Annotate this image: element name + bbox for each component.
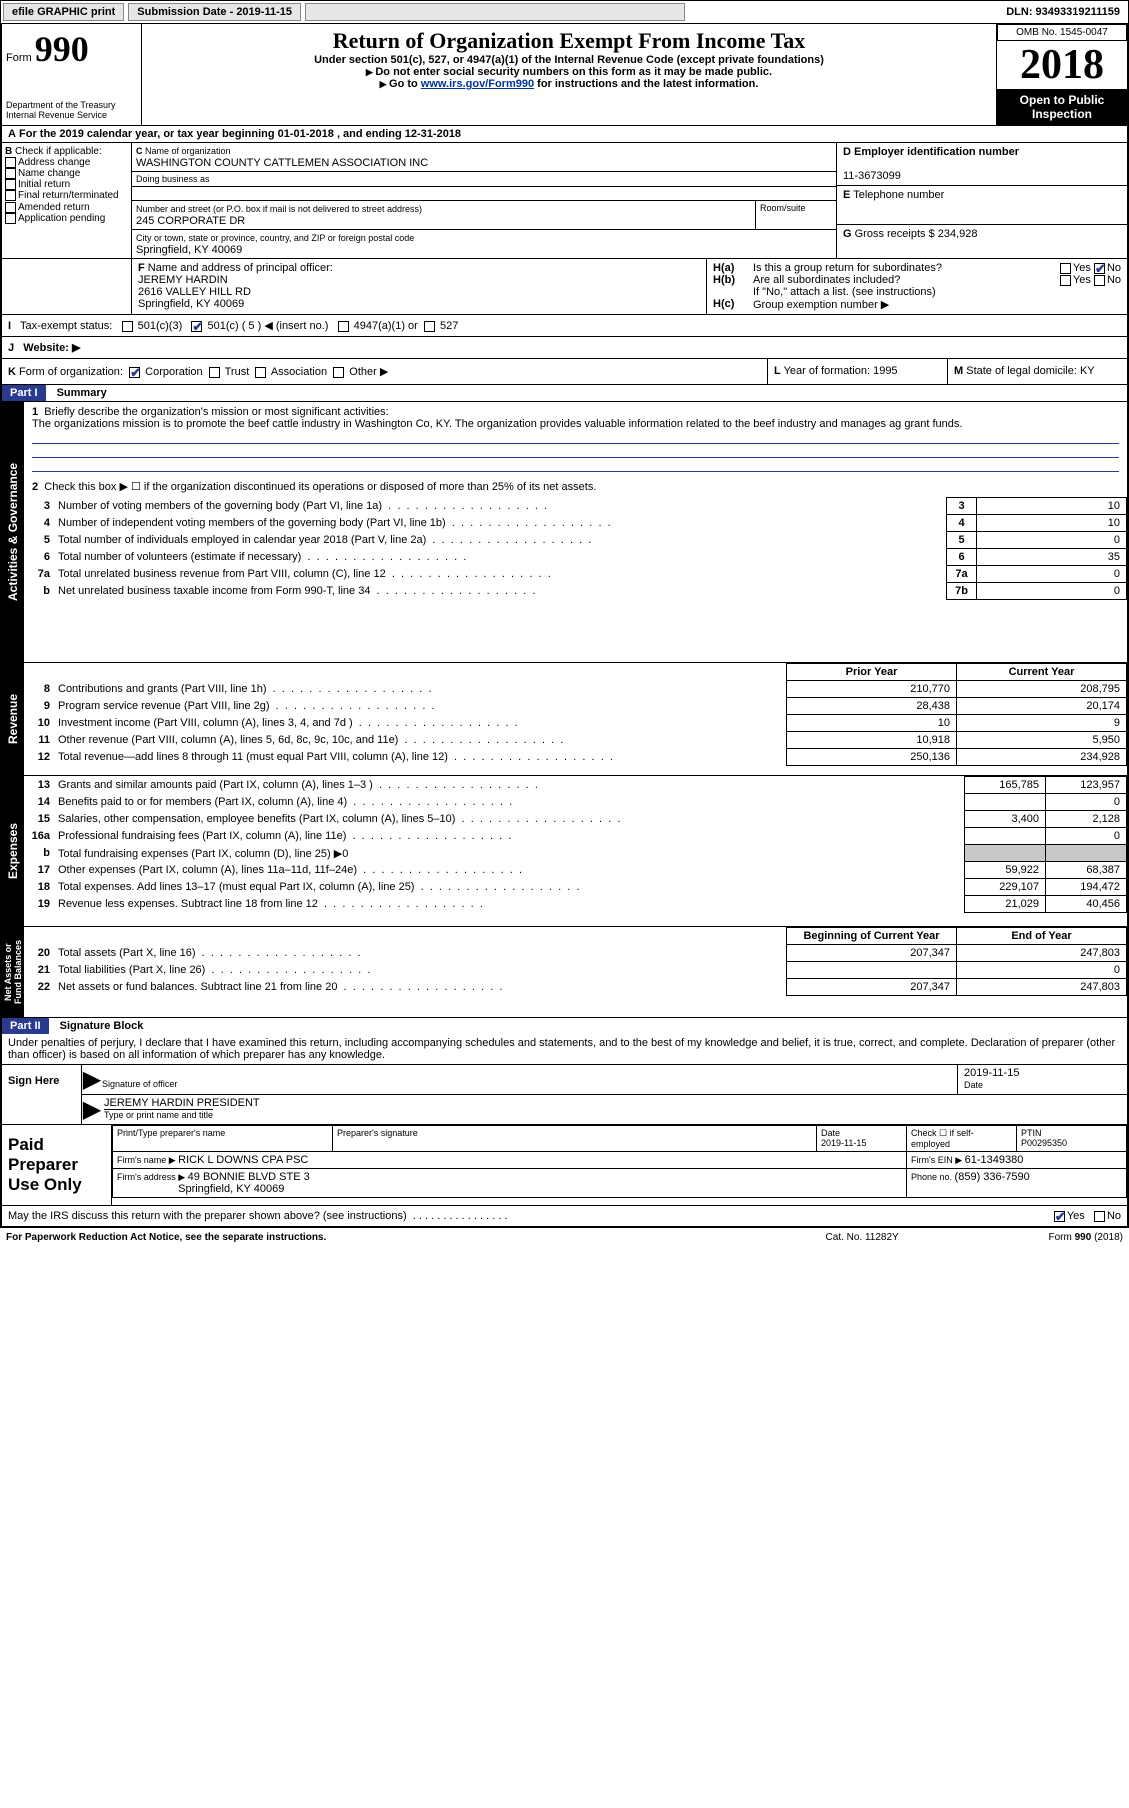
- vlabel-expenses: Expenses: [2, 776, 24, 926]
- dln: DLN: 93493319211159: [1006, 6, 1126, 18]
- form-title: Return of Organization Exempt From Incom…: [146, 28, 992, 54]
- box-b: B Check if applicable: Address change Na…: [2, 143, 132, 258]
- box-h: H(a)Is this a group return for subordina…: [707, 259, 1127, 314]
- mission-text: The organizations mission is to promote …: [32, 418, 962, 430]
- row-i: I Tax-exempt status: 501(c)(3) 501(c) ( …: [2, 314, 1127, 336]
- footer-right: Form 990 (2018): [1049, 1232, 1123, 1243]
- org-name: WASHINGTON COUNTY CATTLEMEN ASSOCIATION …: [136, 157, 428, 169]
- period-row: A For the 2019 calendar year, or tax yea…: [2, 125, 1127, 142]
- irs-link[interactable]: www.irs.gov/Form990: [421, 78, 534, 90]
- sign-date: 2019-11-15: [964, 1067, 1019, 1079]
- subtitle: Under section 501(c), 527, or 4947(a)(1)…: [146, 54, 992, 66]
- part2-header: Part II Signature Block: [2, 1017, 1127, 1034]
- officer-typed: JEREMY HARDIN PRESIDENT: [104, 1097, 260, 1109]
- row-k: K Form of organization: Corporation Trus…: [2, 359, 767, 384]
- revenue-table: Prior Year Current Year8 Contributions a…: [24, 663, 1127, 766]
- phone-label: Telephone number: [853, 189, 944, 201]
- firm-name: RICK L DOWNS CPA PSC: [178, 1154, 308, 1166]
- row-m: M State of legal domicile: KY: [947, 359, 1127, 384]
- discuss-row: May the IRS discuss this return with the…: [2, 1205, 1127, 1226]
- perjury-decl: Under penalties of perjury, I declare th…: [2, 1034, 1127, 1064]
- row-l: L Year of formation: 1995: [767, 359, 947, 384]
- firm-addr: 49 BONNIE BLVD STE 3: [188, 1171, 310, 1183]
- efile-button[interactable]: efile GRAPHIC print: [3, 3, 124, 21]
- gross-receipts: 234,928: [938, 228, 978, 240]
- open-public: Open to Public Inspection: [997, 89, 1127, 125]
- omb: OMB No. 1545-0047: [997, 24, 1127, 41]
- submission-date-button[interactable]: Submission Date - 2019-11-15: [128, 3, 301, 21]
- ein: 11-3673099: [843, 170, 901, 182]
- part1-header: Part I Summary: [2, 384, 1127, 401]
- blank-button: [305, 3, 685, 21]
- expenses-table: 13 Grants and similar amounts paid (Part…: [24, 776, 1127, 913]
- form-header: Form 990 Department of the Treasury Inte…: [2, 24, 1127, 125]
- firm-phone: (859) 336-7590: [955, 1171, 1030, 1183]
- netassets-table: Beginning of Current Year End of Year20 …: [24, 927, 1127, 996]
- org-street: 245 CORPORATE DR: [136, 215, 245, 227]
- form-number: 990: [35, 29, 89, 69]
- vlabel-revenue: Revenue: [2, 663, 24, 775]
- ein-label: Employer identification number: [854, 146, 1019, 158]
- firm-ein: 61-1349380: [965, 1154, 1024, 1166]
- form-prefix: Form: [6, 52, 32, 64]
- vlabel-activities: Activities & Governance: [2, 402, 24, 662]
- footer-left: For Paperwork Reduction Act Notice, see …: [6, 1232, 326, 1243]
- row-j: J Website: ▶: [2, 336, 1127, 358]
- dba-label: Doing business as: [132, 172, 836, 187]
- vlabel-netassets: Net Assets orFund Balances: [2, 927, 24, 1017]
- dept: Department of the Treasury Internal Reve…: [6, 100, 137, 120]
- org-city: Springfield, KY 40069: [136, 244, 242, 256]
- sign-here: Sign Here: [2, 1065, 82, 1124]
- governance-table: 3 Number of voting members of the govern…: [24, 497, 1127, 600]
- warn-ssn: Do not enter social security numbers on …: [146, 66, 992, 78]
- tax-year: 2018: [997, 41, 1127, 89]
- ptin: P00295350: [1021, 1138, 1067, 1148]
- warn-link: Go to www.irs.gov/Form990 for instructio…: [146, 78, 992, 90]
- paid-preparer: Paid Preparer Use Only: [2, 1125, 112, 1205]
- footer-catno: Cat. No. 11282Y: [826, 1232, 899, 1243]
- topbar: efile GRAPHIC print Submission Date - 20…: [0, 0, 1129, 24]
- box-f: F Name and address of principal officer:…: [132, 259, 707, 314]
- c-name-label: Name of organization: [145, 146, 231, 156]
